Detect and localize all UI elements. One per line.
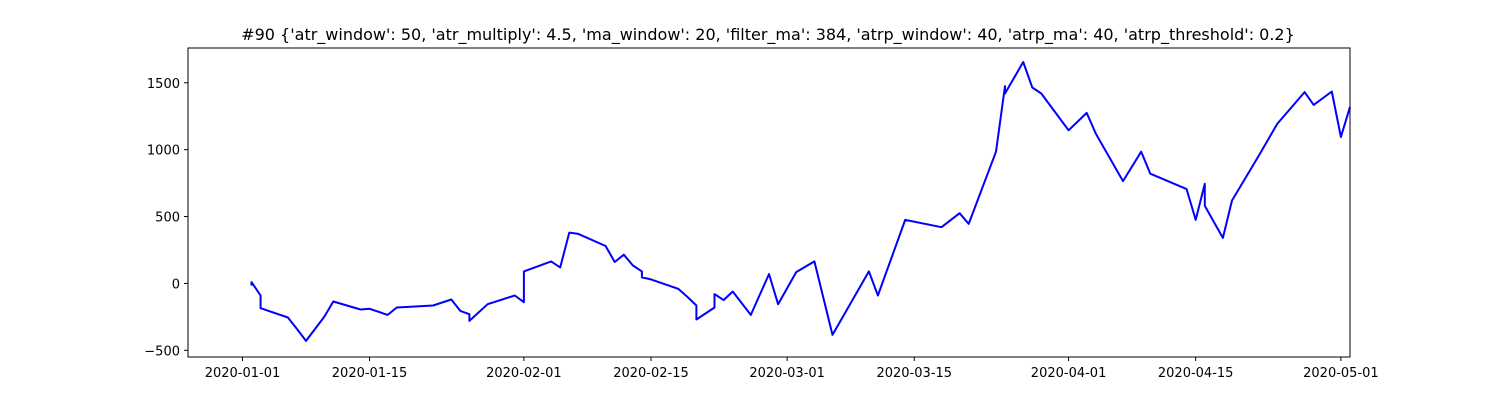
- x-tick-label: 2020-01-15: [332, 366, 408, 381]
- x-tick-label: 2020-03-15: [876, 366, 952, 381]
- x-tick-label: 2020-01-01: [205, 366, 281, 381]
- x-tick-label: 2020-02-15: [613, 366, 689, 381]
- line-layer: [250, 61, 1351, 342]
- chart-title: #90 {'atr_window': 50, 'atr_multiply': 4…: [241, 25, 1295, 45]
- x-axis-ticks: 2020-01-01 2020-01-15 2020-02-01 2020-02-15…: [205, 357, 1379, 381]
- x-tick-label: 2020-02-01: [486, 366, 562, 381]
- y-tick-label: −500: [144, 344, 180, 359]
- y-tick-label: 1500: [147, 77, 180, 92]
- x-tick-label: 2020-03-01: [749, 366, 825, 381]
- x-tick-label: 2020-04-15: [1158, 366, 1234, 381]
- y-axis-ticks: −500 0 500 1000 1500: [144, 77, 188, 359]
- y-tick-label: 500: [155, 211, 180, 226]
- y-tick-label: 1000: [147, 144, 180, 159]
- series-line-0: [250, 61, 1351, 342]
- y-tick-label: 0: [172, 277, 180, 292]
- plot-area-frame: [187, 47, 1351, 358]
- x-tick-label: 2020-05-01: [1303, 366, 1379, 381]
- x-tick-label: 2020-04-01: [1031, 366, 1107, 381]
